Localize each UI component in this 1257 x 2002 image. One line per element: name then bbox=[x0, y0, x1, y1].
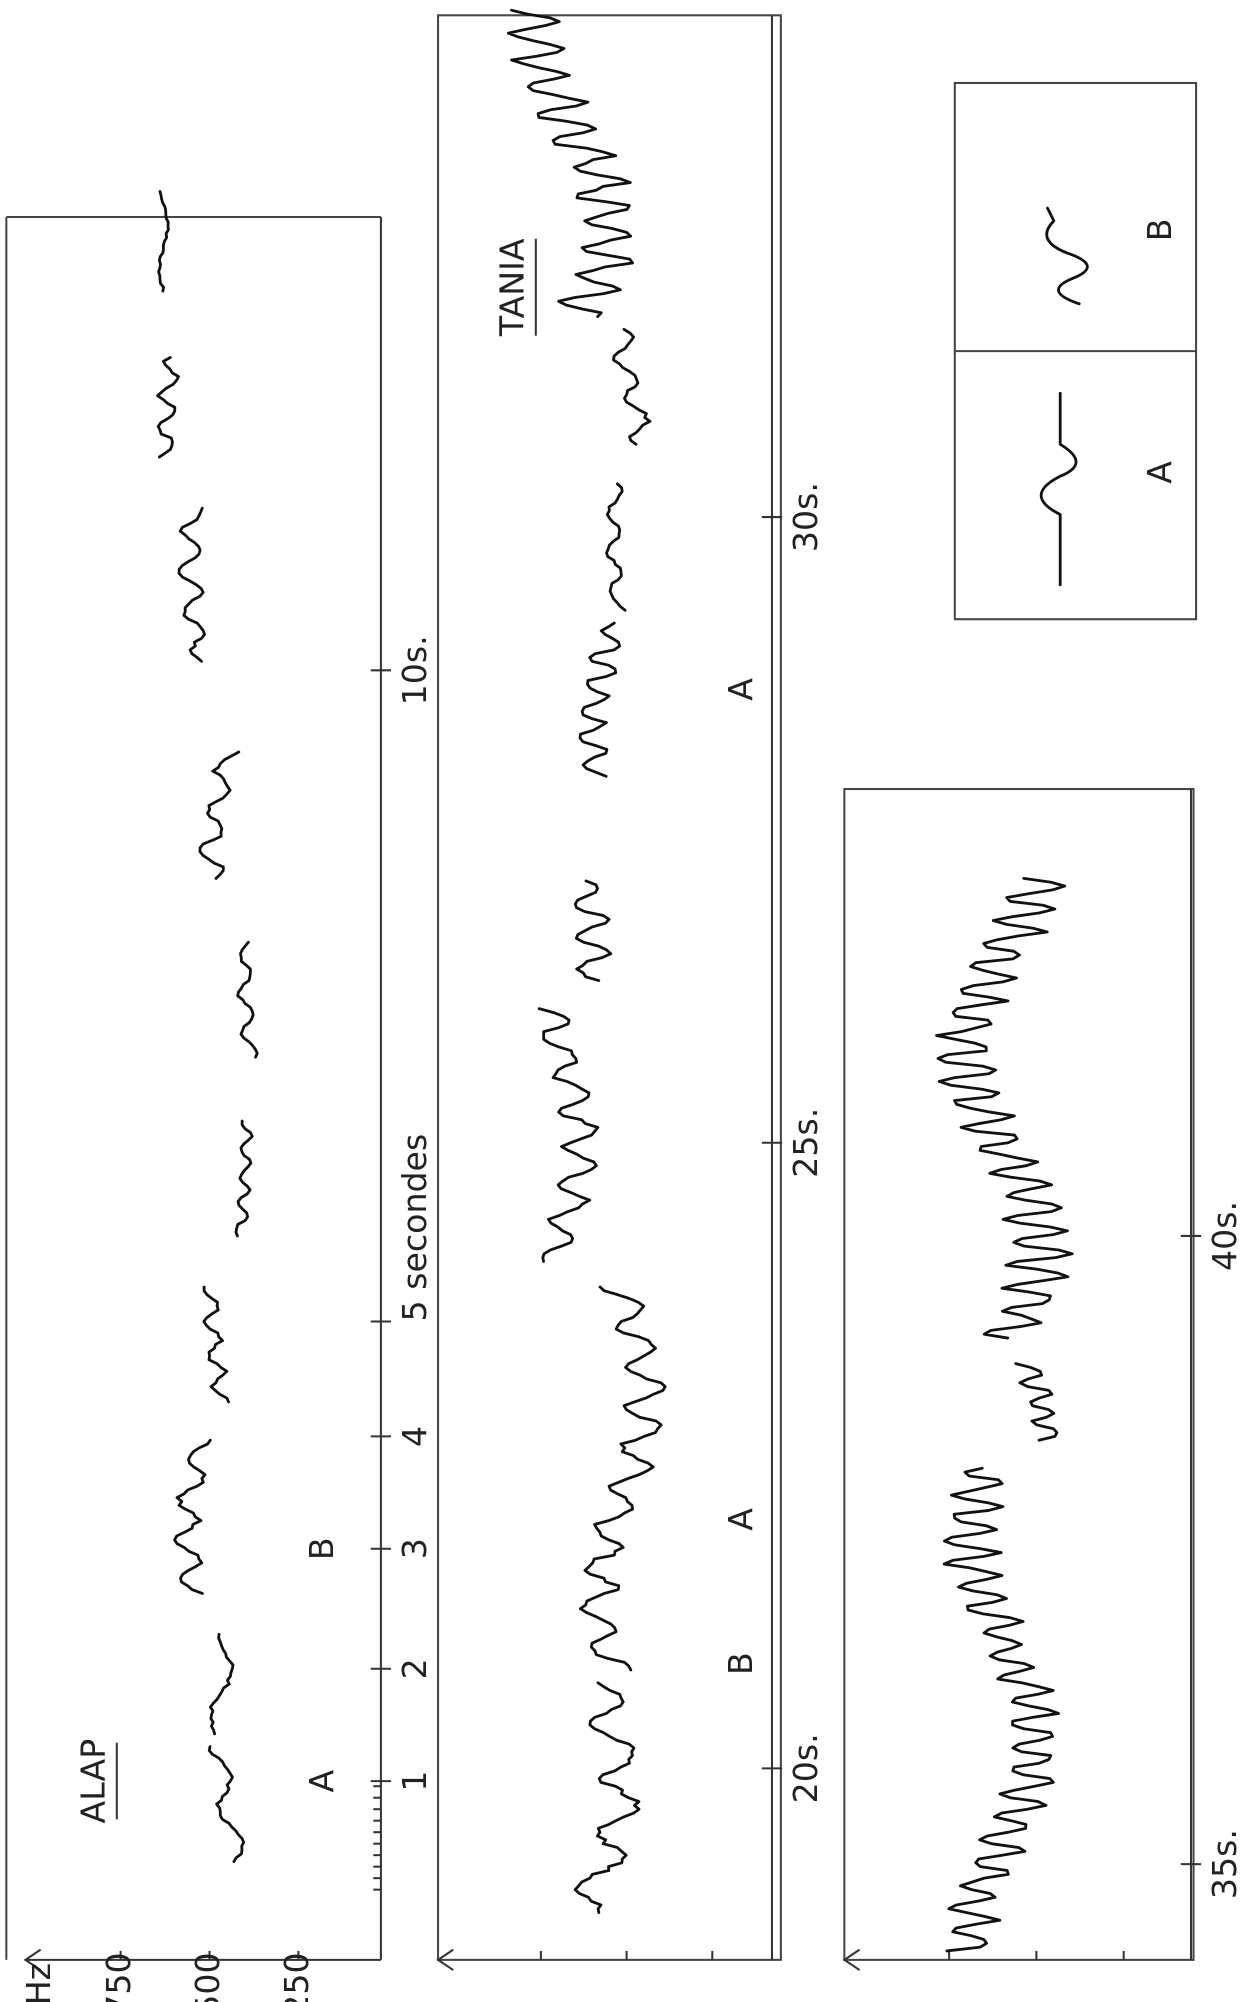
pitch-trace bbox=[575, 1683, 639, 1913]
time-label: 10s. bbox=[395, 635, 434, 705]
figure: Hz 750 500 250 ALAP A B TANIA B A A A B … bbox=[0, 0, 1257, 2002]
pitch-trace bbox=[179, 508, 205, 661]
pitch-trace bbox=[158, 357, 179, 457]
time-label: 4 bbox=[395, 1426, 434, 1447]
segment-label: B bbox=[721, 1652, 760, 1675]
hz-label: 250 bbox=[277, 1952, 316, 2002]
pitch-trace bbox=[204, 1287, 229, 1402]
pitch-trace bbox=[1016, 1364, 1057, 1441]
time-label: 30s. bbox=[786, 482, 825, 552]
hz-label: 500 bbox=[188, 1952, 227, 2002]
inset-label: B bbox=[1140, 218, 1179, 241]
segment-label: B bbox=[302, 1537, 341, 1560]
landscape-group: Hz 750 500 250 ALAP A B TANIA B A A A B … bbox=[6, 10, 1244, 2002]
pitch-trace bbox=[159, 191, 169, 291]
pitch-trace bbox=[236, 1121, 252, 1236]
pitch-trace bbox=[200, 752, 239, 878]
time-label: 2 bbox=[395, 1658, 434, 1679]
pitch-trace bbox=[238, 942, 258, 1057]
hz-unit: Hz bbox=[19, 1963, 58, 2002]
pitch-trace bbox=[937, 878, 1073, 1338]
speaker-title: ALAP bbox=[74, 1739, 113, 1824]
inset-trace bbox=[1041, 393, 1076, 585]
segment-label: A bbox=[721, 678, 760, 701]
time-label: 40s. bbox=[1205, 1201, 1244, 1271]
speaker-title: TANIA bbox=[493, 238, 532, 337]
pitch-trace bbox=[944, 1468, 1058, 1951]
pitch-trace bbox=[539, 1009, 598, 1262]
pitch-trace bbox=[575, 881, 611, 981]
pitch-trace bbox=[614, 329, 650, 444]
inset-trace bbox=[1047, 208, 1088, 304]
segment-label: A bbox=[302, 1769, 341, 1792]
pitch-trace bbox=[175, 1440, 211, 1593]
pitch-trace bbox=[209, 1747, 243, 1862]
time-label: 25s. bbox=[786, 1108, 825, 1178]
time-label: 3 bbox=[395, 1538, 434, 1559]
time-label: 35s. bbox=[1205, 1829, 1244, 1899]
hz-label: 750 bbox=[99, 1952, 138, 2002]
time-label: 5 secondes bbox=[395, 1134, 434, 1322]
time-label: 1 bbox=[395, 1771, 434, 1792]
pitch-trace bbox=[607, 484, 626, 610]
panel-frame bbox=[844, 789, 1193, 1960]
pitch-trace bbox=[580, 623, 620, 776]
segment-label: A bbox=[721, 1508, 760, 1531]
pitch-trace bbox=[210, 1634, 233, 1734]
time-label: 20s. bbox=[786, 1733, 825, 1803]
pitch-trace bbox=[580, 1287, 665, 1670]
inset-label: A bbox=[1140, 461, 1179, 484]
